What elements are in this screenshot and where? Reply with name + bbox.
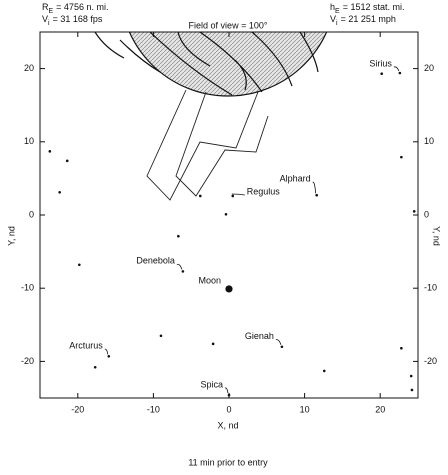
header-annotation: hE = 1512 stat. mi. <box>330 2 404 14</box>
y-tick-label-right: 0 <box>424 209 429 219</box>
symbol: V <box>330 14 336 24</box>
star <box>410 388 414 392</box>
x-tick-label: -10 <box>147 404 160 414</box>
star <box>322 369 326 373</box>
leader-line <box>393 66 400 72</box>
star <box>107 354 111 358</box>
value-text: = 31 168 fps <box>53 14 103 24</box>
star <box>315 193 318 197</box>
star <box>409 374 413 378</box>
x-tick-label: 0 <box>226 404 231 414</box>
caption: 11 min prior to entry <box>188 457 268 467</box>
star <box>398 71 402 75</box>
x-axis-label: X, nd <box>217 420 238 430</box>
star-label: Alphard <box>280 174 311 184</box>
star <box>198 194 202 198</box>
subtitle: Field of view = 100° <box>189 20 268 30</box>
star-label: Spica <box>200 379 223 389</box>
leader-line <box>275 339 282 345</box>
star <box>58 191 61 194</box>
star-label: Moon <box>198 275 221 285</box>
star <box>227 393 231 397</box>
x-tick-label: -20 <box>71 404 84 414</box>
star <box>48 150 52 153</box>
star <box>400 346 403 350</box>
star-label: Gienah <box>245 331 274 341</box>
star <box>211 342 215 346</box>
header-annotation: Vi = 21 251 mph <box>330 14 396 26</box>
star-label: Arcturus <box>69 341 103 351</box>
symbol: h <box>330 2 335 12</box>
star <box>231 194 235 198</box>
y-tick-label: 0 <box>29 209 34 219</box>
star <box>181 270 185 273</box>
leader-line <box>224 387 229 394</box>
star <box>177 234 180 238</box>
earth <box>94 32 328 97</box>
star <box>159 334 163 338</box>
value-text: = 4756 n. mi. <box>56 2 108 12</box>
star-label: Sirius <box>369 58 392 68</box>
star <box>400 155 403 159</box>
symbol: R <box>42 2 49 12</box>
symbol: V <box>42 14 48 24</box>
y-axis-label-right: Y, nd <box>432 226 442 246</box>
x-tick-label: 10 <box>300 404 310 414</box>
star-label: Regulus <box>247 186 281 196</box>
window-outline <box>146 89 269 201</box>
leader-line <box>312 181 317 194</box>
leader-line <box>176 263 183 270</box>
y-tick-label-right: 10 <box>424 136 434 146</box>
star <box>224 212 228 216</box>
value-text: = 21 251 mph <box>341 14 396 24</box>
subscript: E <box>335 8 340 15</box>
leader-line <box>104 348 109 355</box>
star <box>380 72 384 76</box>
y-tick-label-right: 20 <box>424 63 434 73</box>
subscript: i <box>48 20 50 27</box>
star <box>225 285 233 293</box>
y-axis-label: Y, nd <box>6 226 16 246</box>
header-annotation: Vi = 31 168 fps <box>42 14 103 26</box>
y-tick-label: 10 <box>24 136 34 146</box>
y-tick-label-right: -10 <box>424 283 437 293</box>
subscript: i <box>336 20 338 27</box>
star <box>93 365 97 369</box>
star <box>78 263 81 267</box>
star <box>280 345 284 349</box>
star <box>412 210 416 213</box>
y-tick-label: 20 <box>24 63 34 73</box>
y-tick-label: -10 <box>21 283 34 293</box>
value-text: = 1512 stat. mi. <box>343 2 405 12</box>
header-annotation: RE = 4756 n. mi. <box>42 2 108 14</box>
leader-line <box>231 193 245 196</box>
x-tick-label: 20 <box>375 404 385 414</box>
star <box>65 159 69 163</box>
y-tick-label-right: -20 <box>424 356 437 366</box>
subscript: E <box>49 8 54 15</box>
y-tick-label: -20 <box>21 356 34 366</box>
star-label: Denebola <box>136 256 175 266</box>
